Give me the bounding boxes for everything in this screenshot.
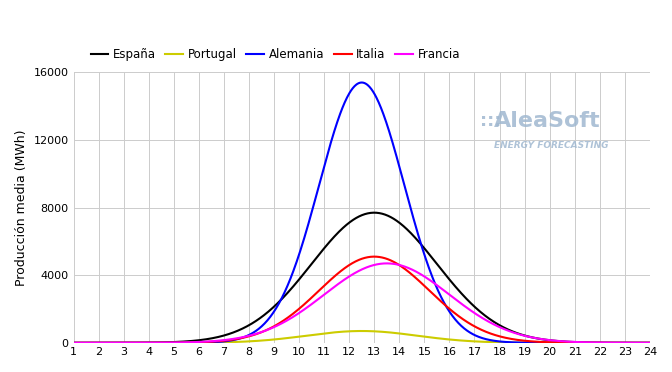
Alemania [302, 228, 310, 232]
Text: AleaSoft: AleaSoft [495, 111, 601, 131]
Portugal [530, 340, 538, 345]
Italia [323, 280, 331, 285]
Francia [128, 341, 136, 345]
Italia [646, 341, 654, 345]
Portugal [69, 341, 77, 345]
España [519, 333, 528, 337]
España [466, 300, 474, 305]
Line: Italia: Italia [73, 257, 650, 343]
Portugal [302, 333, 310, 338]
España [646, 341, 654, 345]
Francia [646, 341, 654, 345]
Alemania [323, 153, 331, 157]
Legend: España, Portugal, Alemania, Italia, Francia: España, Portugal, Alemania, Italia, Fran… [86, 43, 465, 65]
Alemania [466, 330, 474, 335]
España [302, 268, 310, 272]
Francia [466, 308, 474, 312]
Francia [519, 333, 528, 338]
Italia [128, 341, 136, 345]
Alemania [519, 340, 528, 345]
España [530, 336, 538, 340]
Italia [466, 321, 474, 326]
Text: ENERGY FORECASTING: ENERGY FORECASTING [495, 141, 609, 150]
Text: :::: ::: [480, 112, 501, 130]
Y-axis label: Producción media (MWh): Producción media (MWh) [15, 129, 28, 286]
Portugal [323, 331, 331, 335]
Portugal [519, 340, 528, 345]
Italia [519, 339, 528, 343]
Alemania [128, 341, 136, 345]
Francia [69, 341, 77, 345]
Francia [323, 290, 331, 294]
Alemania [530, 340, 538, 345]
Francia [302, 305, 310, 310]
Portugal [358, 329, 366, 333]
Italia [530, 339, 538, 344]
Francia [530, 336, 538, 340]
Line: Portugal: Portugal [73, 331, 650, 343]
Italia [370, 254, 378, 259]
España [128, 340, 136, 345]
Line: Alemania: Alemania [73, 83, 650, 343]
Portugal [128, 341, 136, 345]
Alemania [69, 341, 77, 345]
Portugal [646, 341, 654, 345]
Line: España: España [73, 213, 650, 343]
Alemania [646, 341, 654, 345]
Italia [302, 300, 310, 304]
Line: Francia: Francia [73, 263, 650, 343]
Italia [69, 341, 77, 345]
Alemania [358, 80, 366, 85]
España [370, 211, 378, 215]
España [323, 242, 331, 247]
Portugal [466, 339, 474, 343]
Francia [383, 261, 391, 266]
España [69, 341, 77, 345]
